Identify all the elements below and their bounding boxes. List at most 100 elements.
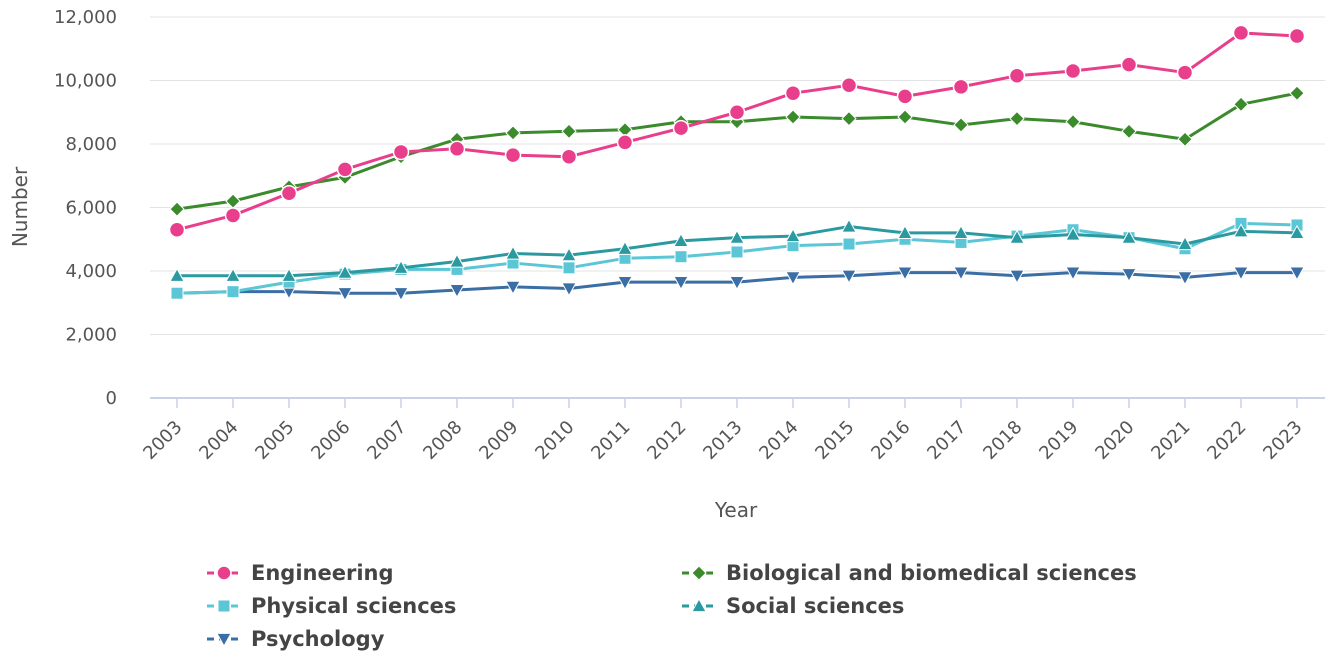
data-point-social-sciences [449,253,465,268]
data-point-psychology [617,276,633,291]
x-tick-label: 2020 [1091,417,1138,464]
data-point-social-sciences [953,224,969,239]
data-point-social-sciences [1121,229,1137,244]
x-tick-label: 2004 [195,417,242,464]
x-tick-label: 2006 [307,417,354,464]
data-point-engineering [1120,56,1138,73]
data-point-biological-and-biomedical-sciences [953,117,969,133]
data-point-engineering [728,104,746,121]
data-point-social-sciences [617,240,633,255]
data-point-social-sciences [841,218,857,233]
x-tick-label: 2022 [1203,417,1250,464]
data-point-physical-sciences [674,250,688,264]
data-point-psychology [673,276,689,291]
data-point-psychology [561,282,577,297]
data-point-engineering [1008,67,1026,84]
data-point-social-sciences [1177,235,1193,251]
data-point-social-sciences [897,224,913,239]
data-point-biological-and-biomedical-sciences [841,110,857,127]
x-tick-label: 2009 [475,417,522,464]
legend-symbol-icon [682,597,716,613]
data-point-engineering [1288,27,1306,45]
legend-label: Engineering [251,561,394,585]
data-point-physical-sciences [226,285,240,299]
data-point-engineering [392,143,410,161]
y-axis-ticks: 0 2,000 4,000 6,000 8,000 10,000 12,000 [54,7,117,409]
y-tick-label: 10,000 [54,71,117,92]
data-point-biological-and-biomedical-sciences [169,201,185,217]
data-point-engineering [280,184,298,202]
series-group [168,24,1306,302]
data-point-engineering [224,207,242,224]
y-axis-title: Number [8,166,32,247]
x-tick-label: 2008 [419,417,466,464]
x-axis-ticks: 2003 2004 2005 2006 2007 2008 2009 2010 2011 2012… [139,398,1307,464]
data-point-social-sciences [393,259,409,274]
data-point-psychology [1009,269,1025,284]
x-tick-label: 2014 [755,417,802,464]
x-tick-label: 2023 [1259,417,1306,464]
data-point-engineering [1232,24,1250,42]
x-tick-label: 2016 [867,417,914,464]
x-tick-label: 2021 [1147,417,1194,464]
data-point-engineering [1176,64,1194,81]
data-point-engineering [952,78,970,96]
x-tick-label: 2007 [363,417,410,464]
legend-symbol-icon [207,565,241,581]
data-point-physical-sciences [842,237,856,251]
data-point-biological-and-biomedical-sciences [1065,114,1081,130]
data-point-biological-and-biomedical-sciences [225,193,241,209]
data-point-biological-and-biomedical-sciences [1233,96,1249,113]
data-point-engineering [560,148,578,165]
x-tick-label: 2012 [643,417,690,464]
data-point-psychology [953,266,969,281]
data-point-physical-sciences [730,245,744,259]
data-point-biological-and-biomedical-sciences [1177,131,1193,147]
data-point-social-sciences [785,228,801,243]
data-point-psychology [1121,268,1137,283]
data-point-engineering [448,140,466,158]
data-point-social-sciences [337,264,353,279]
data-point-social-sciences [225,267,241,282]
data-point-psychology [897,266,913,281]
legend-symbol-icon [207,599,241,613]
data-point-social-sciences [1289,224,1305,239]
data-point-engineering [896,88,914,105]
legend-label: Social sciences [726,594,905,618]
data-point-social-sciences [561,247,577,262]
y-tick-label: 2,000 [65,325,117,346]
data-point-engineering [504,146,522,164]
x-tick-label: 2015 [811,417,858,464]
data-point-engineering [840,77,858,94]
data-point-social-sciences [1233,223,1249,238]
legend-symbol-icon [682,565,716,581]
data-point-social-sciences [729,229,745,244]
data-point-social-sciences [281,267,297,282]
data-point-psychology [1289,266,1305,281]
y-tick-label: 12,000 [54,7,117,28]
x-tick-label: 2017 [923,417,970,464]
data-point-engineering [168,221,186,238]
data-point-psychology [449,283,465,299]
data-point-psychology [785,271,801,286]
x-tick-label: 2003 [139,417,186,464]
legend-item-psychology: Psychology [205,622,384,656]
data-point-engineering [672,119,690,137]
data-point-psychology [841,269,857,284]
data-point-physical-sciences [562,261,576,275]
x-tick-label: 2018 [979,417,1026,464]
legend-item-engineering: Engineering [205,556,394,590]
legend-label: Physical sciences [251,594,457,618]
data-point-engineering [336,161,354,178]
data-point-biological-and-biomedical-sciences [505,125,521,141]
x-tick-label: 2019 [1035,417,1082,464]
data-point-biological-and-biomedical-sciences [1289,85,1305,101]
series-engineering [168,24,1306,238]
series-social-sciences [169,218,1305,282]
data-point-biological-and-biomedical-sciences [561,123,577,140]
x-axis-title: Year [714,498,758,522]
x-tick-label: 2005 [251,417,298,464]
data-point-engineering [784,84,802,102]
data-point-engineering [1064,62,1082,80]
